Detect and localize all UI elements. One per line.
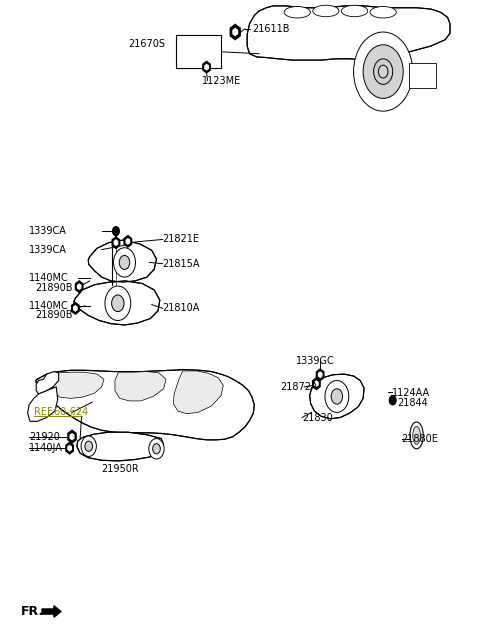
- Polygon shape: [312, 378, 320, 390]
- FancyBboxPatch shape: [176, 35, 221, 69]
- Text: 21611B: 21611B: [252, 24, 289, 34]
- Polygon shape: [316, 369, 324, 381]
- Polygon shape: [205, 65, 208, 70]
- Text: 1339CA: 1339CA: [29, 226, 67, 235]
- Text: 1140MC: 1140MC: [29, 273, 69, 283]
- Text: 21844: 21844: [397, 398, 428, 408]
- Circle shape: [124, 237, 131, 246]
- Polygon shape: [247, 6, 450, 92]
- Polygon shape: [42, 606, 61, 617]
- Polygon shape: [173, 371, 223, 413]
- Polygon shape: [66, 442, 73, 454]
- Circle shape: [105, 286, 131, 320]
- Polygon shape: [88, 240, 156, 282]
- Circle shape: [363, 45, 403, 99]
- Circle shape: [119, 255, 130, 269]
- Text: 21830: 21830: [302, 413, 333, 422]
- Polygon shape: [115, 372, 166, 401]
- Circle shape: [378, 65, 388, 78]
- Circle shape: [331, 389, 343, 404]
- Circle shape: [81, 436, 96, 456]
- Text: 1339CA: 1339CA: [29, 245, 67, 254]
- Polygon shape: [233, 29, 238, 35]
- Polygon shape: [203, 62, 210, 73]
- Polygon shape: [112, 237, 120, 248]
- Circle shape: [112, 295, 124, 312]
- Polygon shape: [70, 434, 74, 440]
- Ellipse shape: [313, 5, 339, 17]
- Circle shape: [149, 438, 164, 459]
- Text: FR.: FR.: [21, 605, 44, 618]
- Text: 21890B: 21890B: [35, 310, 72, 320]
- Polygon shape: [114, 240, 118, 246]
- Text: 21890B: 21890B: [35, 283, 72, 293]
- Circle shape: [354, 32, 413, 111]
- Text: 1123ME: 1123ME: [202, 76, 241, 85]
- Text: 21670S: 21670S: [128, 39, 165, 49]
- Polygon shape: [77, 432, 164, 461]
- Polygon shape: [36, 370, 254, 440]
- Polygon shape: [68, 430, 76, 443]
- Circle shape: [325, 381, 349, 412]
- Circle shape: [85, 441, 93, 451]
- Text: 1124AA: 1124AA: [392, 388, 430, 398]
- Polygon shape: [230, 24, 240, 40]
- Ellipse shape: [370, 6, 396, 18]
- Polygon shape: [28, 387, 58, 421]
- Circle shape: [389, 395, 396, 404]
- Text: 1140JA: 1140JA: [29, 443, 63, 453]
- Polygon shape: [124, 236, 132, 247]
- Text: 21815A: 21815A: [163, 259, 200, 269]
- Polygon shape: [315, 381, 318, 387]
- Circle shape: [153, 444, 160, 454]
- Text: 21821E: 21821E: [163, 235, 200, 244]
- Text: 21872A: 21872A: [281, 382, 318, 392]
- Polygon shape: [126, 239, 130, 244]
- Polygon shape: [74, 306, 77, 311]
- Text: 21950R: 21950R: [102, 463, 139, 474]
- Circle shape: [113, 227, 119, 236]
- Text: REF.60-624: REF.60-624: [34, 408, 88, 417]
- Polygon shape: [72, 303, 79, 314]
- Circle shape: [114, 247, 135, 277]
- Polygon shape: [77, 284, 81, 289]
- Polygon shape: [68, 445, 72, 451]
- Ellipse shape: [410, 422, 423, 449]
- Ellipse shape: [341, 5, 368, 17]
- FancyBboxPatch shape: [409, 63, 436, 88]
- Text: 21880E: 21880E: [401, 434, 438, 444]
- Text: 1339GC: 1339GC: [296, 356, 335, 367]
- Circle shape: [373, 59, 393, 85]
- Text: 1140MC: 1140MC: [29, 301, 69, 311]
- Polygon shape: [36, 372, 59, 394]
- Ellipse shape: [413, 426, 420, 444]
- Ellipse shape: [284, 6, 311, 18]
- Text: 21810A: 21810A: [163, 303, 200, 313]
- Text: 21920: 21920: [29, 431, 60, 442]
- Polygon shape: [75, 281, 83, 292]
- Polygon shape: [74, 281, 160, 325]
- Polygon shape: [319, 372, 322, 378]
- Polygon shape: [53, 372, 104, 398]
- Polygon shape: [310, 374, 364, 419]
